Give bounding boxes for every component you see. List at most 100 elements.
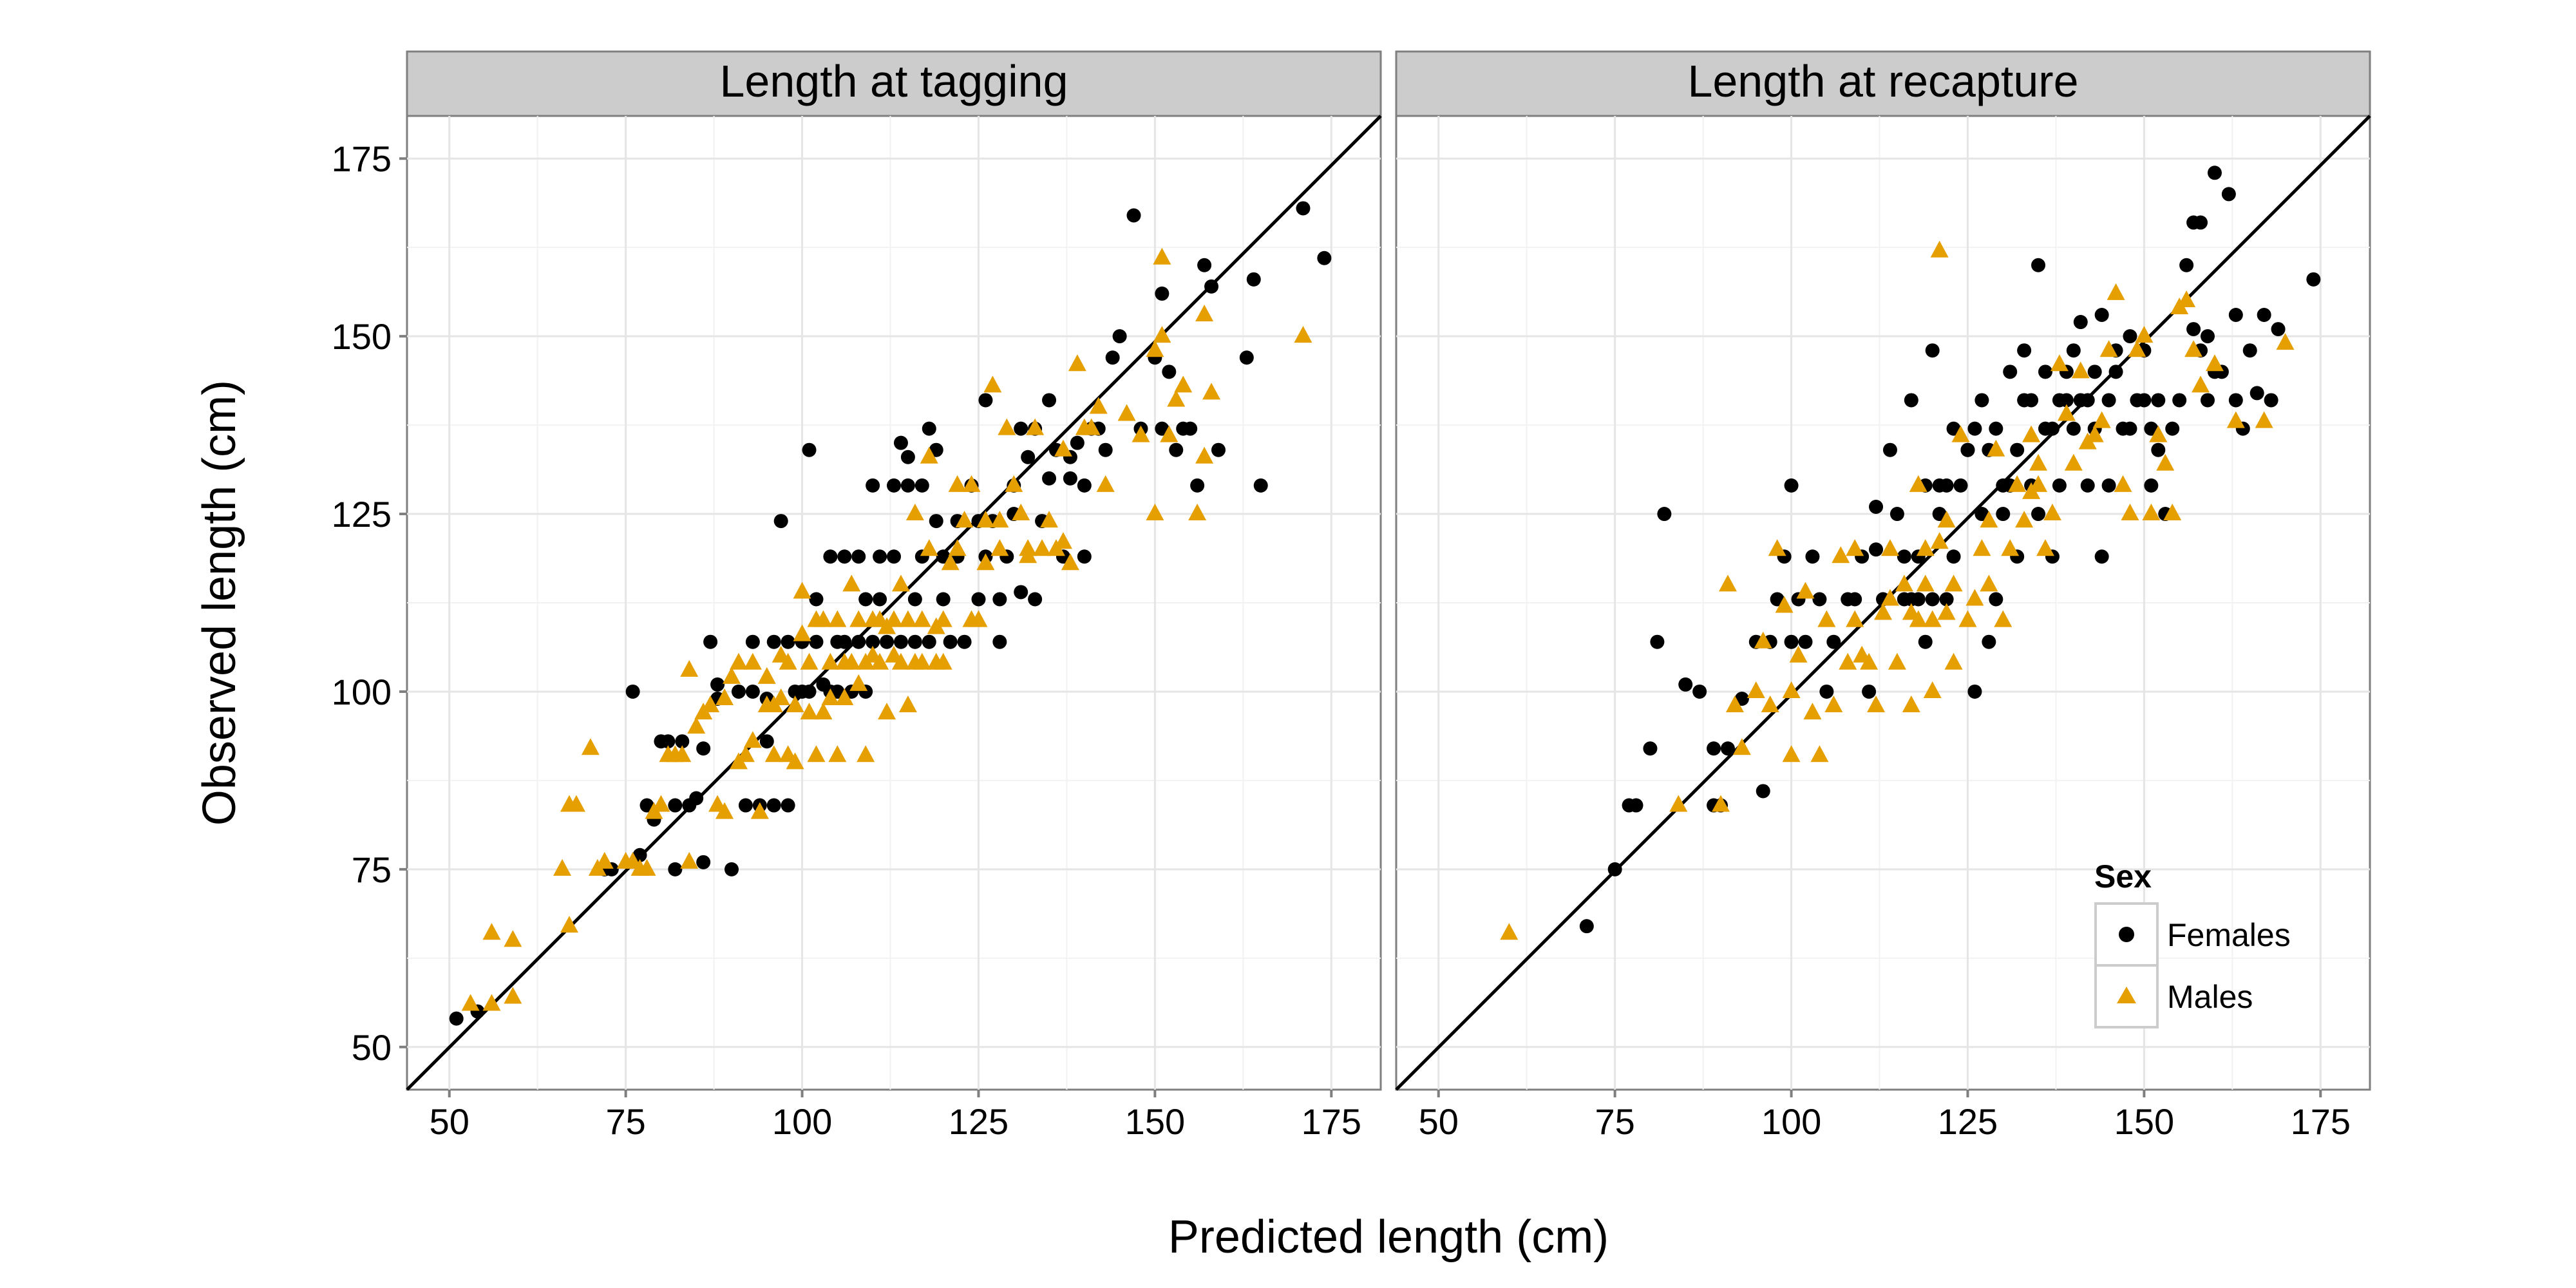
male-point <box>2043 504 2061 521</box>
male-point <box>842 652 861 670</box>
female-point <box>887 478 901 493</box>
male-point <box>800 652 819 670</box>
female-point <box>1707 741 1721 756</box>
female-point <box>2003 365 2018 379</box>
female-point <box>900 478 915 493</box>
grid-lines <box>407 116 1381 1090</box>
female-point <box>696 741 711 756</box>
male-point <box>2114 475 2132 492</box>
female-point <box>880 634 895 649</box>
male-point <box>1923 610 1942 627</box>
female-point <box>2101 478 2116 493</box>
male-point <box>638 858 656 876</box>
male-point <box>1803 703 1822 720</box>
female-point <box>1720 741 1735 756</box>
female-point <box>809 634 824 649</box>
female-point <box>738 798 753 813</box>
male-point <box>1930 240 1949 258</box>
female-point <box>2080 393 2095 408</box>
y-tick-label: 150 <box>332 316 392 357</box>
male-point <box>743 652 762 670</box>
male-point <box>553 858 572 876</box>
male-point <box>871 652 889 670</box>
male-point <box>1965 589 1984 606</box>
female-point <box>978 393 993 408</box>
male-point <box>2008 475 2027 492</box>
female-point <box>1183 421 1198 436</box>
female-point <box>1253 478 1268 493</box>
male-point <box>2050 354 2069 372</box>
male-point <box>1944 652 1963 670</box>
female-point <box>2271 322 2286 337</box>
male-point <box>687 717 706 734</box>
male-point <box>905 504 924 521</box>
male-point <box>1824 696 1843 713</box>
male-point <box>461 994 480 1011</box>
female-point <box>2059 393 2074 408</box>
female-point <box>1953 478 1968 493</box>
female-point <box>1169 442 1184 457</box>
y-tick-label: 175 <box>332 138 392 179</box>
female-point <box>675 734 690 749</box>
male-point <box>1874 603 1892 620</box>
male-point <box>828 610 847 627</box>
female-point <box>1939 478 1954 493</box>
female-point <box>1014 421 1028 436</box>
male-point <box>1754 631 1772 649</box>
male-point <box>1846 539 1864 556</box>
male-point <box>1902 696 1920 713</box>
male-point <box>1089 397 1108 414</box>
male-point <box>821 652 840 670</box>
male-point <box>1761 696 1779 713</box>
female-point <box>922 634 936 649</box>
female-point <box>1014 585 1028 600</box>
female-point <box>781 798 795 813</box>
male-point <box>1068 354 1086 372</box>
male-point <box>2022 425 2041 442</box>
y-axis-title: Observed length (cm) <box>194 380 245 826</box>
female-point <box>1042 471 1057 486</box>
data-points <box>1500 166 2321 940</box>
male-point <box>969 610 988 627</box>
male-point <box>1880 539 1899 556</box>
female-point <box>696 855 711 869</box>
x-tick-label: 75 <box>606 1101 646 1142</box>
female-point <box>1784 634 1799 649</box>
male-point <box>1012 504 1030 521</box>
female-point <box>1155 286 1170 301</box>
male-point <box>1054 532 1072 549</box>
female-point <box>2038 365 2052 379</box>
female-point <box>2228 308 2243 323</box>
female-point <box>866 478 880 493</box>
female-point <box>2179 258 2194 272</box>
male-point <box>1796 582 1815 599</box>
female-point <box>1848 592 1862 607</box>
male-point <box>990 511 1009 528</box>
male-point <box>652 795 670 812</box>
male-point <box>1153 247 1171 265</box>
male-point <box>1937 511 1956 528</box>
male-point <box>750 802 769 819</box>
female-point <box>2052 478 2067 493</box>
male-point <box>2149 425 2168 442</box>
female-point <box>1975 393 1989 408</box>
female-point <box>809 592 824 607</box>
male-point <box>1916 539 1935 556</box>
male-point <box>1789 645 1808 663</box>
female-point <box>766 634 781 649</box>
male-point <box>560 916 578 933</box>
male-point <box>1867 696 1886 713</box>
female-point <box>1869 500 1884 515</box>
female-point <box>1889 507 1904 522</box>
male-point <box>934 610 952 627</box>
strip-background <box>1395 50 2371 117</box>
male-point <box>1712 795 1730 812</box>
male-point <box>595 851 614 869</box>
male-point <box>2128 340 2146 357</box>
strip-background <box>406 50 1382 117</box>
female-point <box>907 634 922 649</box>
female-point <box>900 450 915 464</box>
female-point <box>2101 393 2116 408</box>
female-point <box>2137 393 2152 408</box>
